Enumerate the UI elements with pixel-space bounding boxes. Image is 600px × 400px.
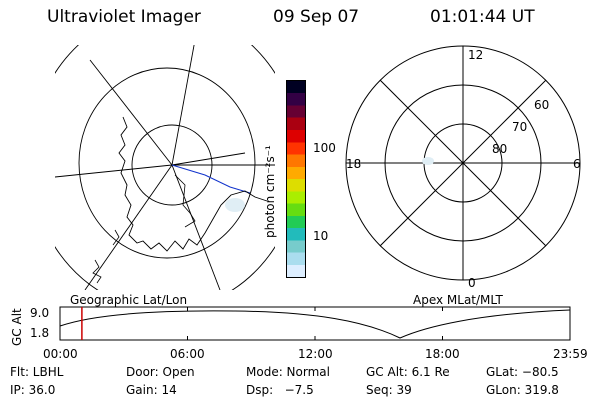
lat-label-60: 60	[534, 98, 549, 112]
time-tick-2359: 23:59	[553, 347, 588, 361]
mlt-label-6: 6	[573, 157, 581, 171]
polar-diagonal	[379, 79, 547, 247]
geo-coastline	[92, 259, 102, 284]
colorbar-tick-100: 100	[313, 141, 336, 155]
geo-lat-circle	[131, 124, 213, 206]
geo-coastline	[174, 174, 196, 228]
time-tick-0000: 00:00	[43, 347, 78, 361]
info-dsp: Dsp: −7.5	[246, 383, 314, 397]
altitude-curve	[59, 309, 571, 339]
date-label: 09 Sep 07	[273, 7, 360, 27]
polar-panel-label: Apex MLat/MLT	[413, 293, 503, 307]
info-gain: Gain: 14	[126, 383, 177, 397]
geo-meridian	[84, 164, 173, 290]
geo-lat-circle	[78, 67, 256, 259]
geo-lat-circle	[55, 45, 275, 290]
polar-plot: 12 18 6 0 60 70 80	[345, 45, 581, 290]
colorbar-unit-label: photon cm⁻²s⁻¹	[263, 145, 277, 238]
colorbar-tick-10: 10	[313, 229, 329, 243]
polar-emission	[422, 157, 434, 165]
altitude-ticks	[59, 307, 571, 340]
geo-meridian	[55, 164, 173, 178]
altitude-axis-label: GC Alt	[10, 308, 24, 346]
mlt-label-18: 18	[346, 157, 361, 171]
geo-coastline	[112, 229, 120, 246]
info-door: Door: Open	[126, 365, 195, 379]
time-tick-1800: 18:00	[425, 347, 460, 361]
info-seq: Seq: 39	[366, 383, 412, 397]
info-ip: IP: 36.0	[10, 383, 56, 397]
geographic-map	[55, 45, 275, 290]
info-glon: GLon: 319.8	[486, 383, 559, 397]
time-tick-0600: 06:00	[170, 347, 205, 361]
geo-lat-circle	[55, 45, 275, 290]
geo-coastline	[118, 116, 268, 252]
lat-label-80: 80	[492, 142, 507, 156]
lat-label-70: 70	[512, 120, 527, 134]
time-tick-1200: 12:00	[298, 347, 333, 361]
mlt-label-12: 12	[468, 48, 483, 62]
info-mode: Mode: Normal	[246, 365, 330, 379]
info-flt: Flt: LBHL	[10, 365, 64, 379]
geo-blue-line	[171, 164, 251, 194]
instrument-title: Ultraviolet Imager	[47, 7, 201, 27]
altitude-plot	[59, 306, 571, 341]
info-glat: GLat: −80.5	[486, 365, 559, 379]
mlt-label-0: 0	[468, 276, 476, 290]
geo-meridian	[171, 45, 195, 166]
time-label: 01:01:44 UT	[430, 7, 535, 27]
altitude-tick-9: 9.0	[30, 306, 50, 320]
geo-emission	[225, 198, 245, 212]
altitude-frame	[59, 306, 571, 341]
geo-panel-label: Geographic Lat/Lon	[70, 293, 188, 307]
colorbar	[286, 80, 306, 278]
geo-meridian	[89, 59, 173, 166]
info-gc-alt: GC Alt: 6.1 Re	[366, 365, 450, 379]
geo-meridian	[171, 152, 246, 166]
geo-meridian	[171, 164, 221, 290]
altitude-tick-1-8: 1.8	[30, 326, 50, 340]
